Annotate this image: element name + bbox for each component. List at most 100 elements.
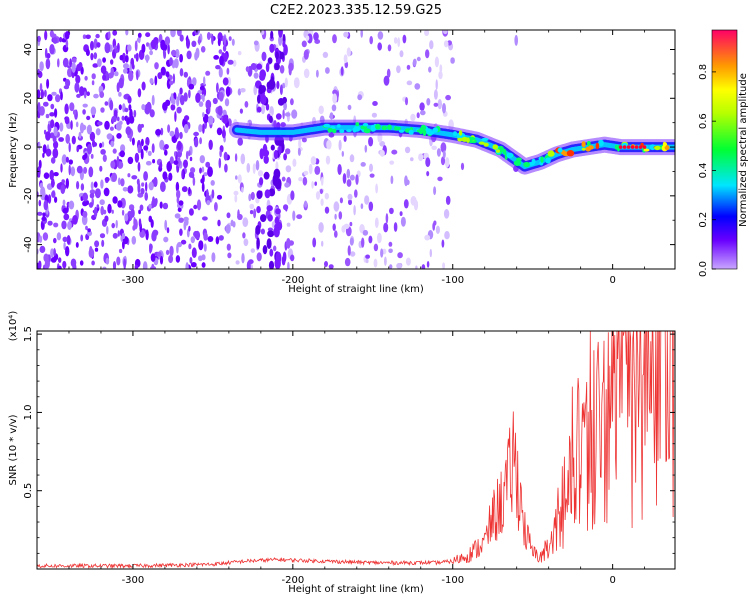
heatmap-noise-cell [167, 43, 170, 55]
heatmap-noise-cell [162, 102, 168, 111]
heatmap-noise-cell [334, 213, 337, 220]
heatmap-noise-cell [39, 106, 45, 116]
ridge-hotspot [595, 142, 600, 150]
heatmap-noise-cell [62, 236, 68, 242]
heatmap-noise-cell [357, 94, 363, 101]
heatmap-noise-cell [440, 142, 447, 153]
heatmap-noise-cell [148, 181, 154, 191]
heatmap-noise-cell [175, 181, 180, 192]
snr-xlabel: Height of straight line (km) [288, 584, 424, 595]
heatmap-noise-cell [52, 37, 58, 44]
heatmap-noise-cell [428, 66, 432, 73]
heatmap-noise-cell [298, 138, 302, 149]
heatmap-noise-cell [202, 216, 208, 221]
heatmap-noise-cell [88, 248, 95, 258]
heatmap-noise-cell [167, 124, 171, 133]
heatmap-noise-cell [131, 137, 135, 146]
heatmap-noise-cell [115, 219, 118, 229]
heatmap-noise-cell [195, 47, 200, 59]
y-tick-label: -40 [23, 236, 34, 252]
heatmap-noise-cell [405, 97, 408, 106]
heatmap-noise-cell [140, 138, 144, 147]
heatmap-noise-cell [207, 166, 213, 177]
snr-frame [36, 330, 676, 570]
heatmap-noise-cell [111, 209, 114, 214]
heatmap-noise-cell [212, 97, 218, 105]
heatmap-noise-cell [82, 103, 88, 108]
heatmap-noise-cell [194, 30, 199, 36]
heatmap-noise-cell [46, 78, 50, 89]
heatmap-noise-cell [99, 165, 103, 172]
heatmap-noise-cell [440, 156, 446, 166]
heatmap-noise-cell [201, 262, 206, 268]
heatmap-noise-cell [206, 188, 209, 199]
heatmap-noise-cell [85, 48, 90, 57]
heatmap-noise-cell [298, 177, 303, 182]
heatmap-noise-cell [406, 80, 413, 86]
heatmap-noise-cell [337, 164, 342, 175]
heatmap-noise-cell [316, 69, 319, 78]
heatmap-noise-cell [214, 202, 218, 212]
heatmap-noise-cell [50, 119, 55, 129]
heatmap-noise-cell [217, 219, 221, 227]
heatmap-noise-cell [426, 261, 430, 268]
heatmap-noise-cell [45, 58, 51, 70]
x-tick-label: 0 [609, 275, 615, 286]
heatmap-noise-cell [290, 254, 295, 262]
ridge-hotspot [422, 129, 427, 136]
heatmap-noise-cell [56, 232, 62, 241]
heatmap-noise-cell [99, 142, 103, 149]
heatmap-noise-cell [290, 98, 294, 106]
heatmap-noise-cell [349, 221, 353, 227]
heatmap-streak-cell [260, 214, 267, 223]
heatmap-noise-cell [260, 228, 265, 235]
heatmap-noise-cell [179, 53, 184, 63]
heatmap-noise-cell [178, 200, 184, 206]
heatmap-noise-cell [324, 192, 329, 200]
heatmap-noise-cell [93, 38, 98, 49]
heatmap-noise-cell [129, 133, 132, 142]
y-tick-label: 0 [23, 144, 34, 150]
heatmap-streak-cell [267, 230, 275, 238]
heatmap-noise-cell [127, 185, 134, 194]
y-tick-label: -20 [23, 188, 34, 204]
heatmap-noise-cell [117, 177, 121, 186]
heatmap-noise-cell [201, 182, 205, 193]
heatmap-noise-cell [443, 209, 450, 219]
heatmap-noise-cell [405, 257, 411, 266]
heatmap-noise-cell [68, 159, 74, 165]
heatmap-noise-cell [319, 188, 323, 195]
heatmap-noise-cell [442, 150, 446, 159]
heatmap-streak-cell [268, 115, 273, 123]
x-tick-label: 0 [609, 575, 615, 586]
heatmap-noise-cell [43, 200, 49, 211]
heatmap-noise-cell [288, 66, 292, 76]
heatmap-noise-cell [419, 102, 425, 111]
heatmap-noise-cell [120, 178, 125, 187]
heatmap-noise-cell [112, 261, 117, 269]
heatmap-noise-cell [163, 236, 169, 243]
heatmap-noise-cell [224, 163, 228, 173]
heatmap-noise-cell [95, 128, 101, 136]
heatmap-noise-cell [97, 58, 102, 67]
heatmap-noise-cell [431, 145, 438, 150]
heatmap-noise-cell [168, 254, 174, 264]
heatmap-noise-cell [234, 153, 238, 162]
heatmap-noise-cell [96, 42, 101, 48]
heatmap-noise-cell [68, 142, 71, 153]
ridge-hotspot [496, 149, 500, 153]
ridge-hotspot [452, 131, 458, 137]
heatmap-noise-cell [396, 65, 401, 74]
heatmap-noise-cell [290, 190, 295, 201]
heatmap-noise-cell [433, 220, 437, 226]
heatmap-noise-cell [308, 163, 313, 175]
ridge-peak [626, 145, 631, 149]
heatmap-noise-cell [58, 257, 62, 263]
heatmap-noise-cell [101, 141, 105, 148]
heatmap-noise-cell [177, 207, 182, 213]
x-tick-label: -300 [122, 575, 145, 586]
heatmap-noise-cell [159, 255, 164, 265]
heatmap-noise-cell [76, 181, 80, 190]
heatmap-noise-cell [215, 236, 220, 245]
